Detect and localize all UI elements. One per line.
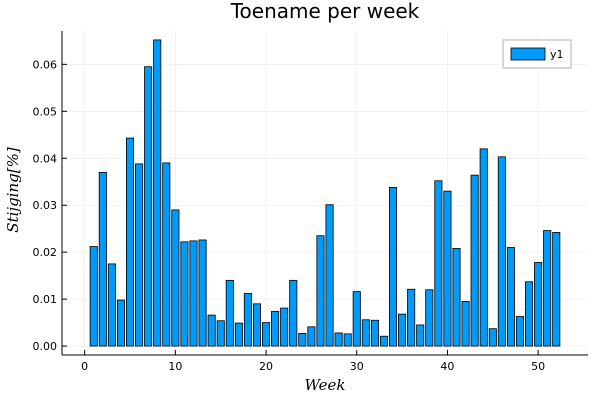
bar [280,307,289,347]
x-tick-label: 10 [168,360,182,373]
bar [461,301,470,347]
y-axis-label: Stijging[%] [4,147,22,233]
bar [506,247,515,347]
y-tick-label: 0.06 [33,58,58,71]
bar [352,291,361,347]
bar [434,180,443,347]
x-tick-label: 0 [81,360,88,373]
bar [416,324,425,347]
bar [534,262,543,347]
x-tick-label: 50 [531,360,545,373]
bar [497,156,506,347]
y-tick-label: 0.00 [33,340,58,353]
bar [207,314,216,347]
bar [525,281,534,347]
bar [125,137,135,347]
bar [144,66,153,347]
bar [189,240,198,347]
x-tick-label: 20 [259,360,273,373]
ticks: 0 10 20 30 40 50 0.00 0.01 0.02 0.03 0.04 0.05 0.06 [33,58,546,373]
bar [180,241,189,347]
bar [388,186,398,347]
bar [162,162,171,347]
legend: y1 [502,39,572,69]
bar [153,39,162,347]
bar [316,235,325,347]
legend-label-y1: y1 [550,48,564,61]
bar [479,148,488,347]
chart-title: Toename per week [230,0,420,23]
y-tick-label: 0.04 [33,152,58,165]
y-tick-label: 0.05 [33,105,58,118]
bar [225,279,234,347]
bar [425,289,434,347]
bar [325,204,334,347]
bar [307,326,316,347]
bar [135,163,144,347]
bar [216,320,225,347]
bar [515,316,525,347]
bar [334,332,343,347]
bar [543,230,552,347]
bar [470,174,479,347]
y-tick-label: 0.03 [33,199,58,212]
x-axis-label: Week [304,376,345,394]
bar [488,328,497,347]
bar [552,232,561,347]
bar [298,332,307,347]
bar [271,310,280,347]
bar [234,322,243,347]
bar [243,293,252,347]
bar [98,171,107,347]
bar [398,313,407,347]
bar [116,299,125,347]
bar [370,319,379,347]
bar [171,209,180,347]
y-tick-label: 0.01 [33,293,58,306]
bar [443,190,452,347]
x-tick-label: 30 [350,360,364,373]
bar [198,239,207,347]
bar [89,246,98,347]
bar [452,248,461,347]
axes [61,31,588,356]
y-tick-label: 0.02 [33,246,58,259]
bar [407,288,416,347]
bar [379,335,388,347]
bar [252,303,262,347]
bar [361,319,370,347]
bar [289,279,298,347]
x-tick-label: 40 [440,360,454,373]
bar [343,333,352,347]
bars [89,39,561,347]
bar [107,263,116,347]
legend-swatch-y1 [510,47,546,61]
bar [262,322,271,347]
